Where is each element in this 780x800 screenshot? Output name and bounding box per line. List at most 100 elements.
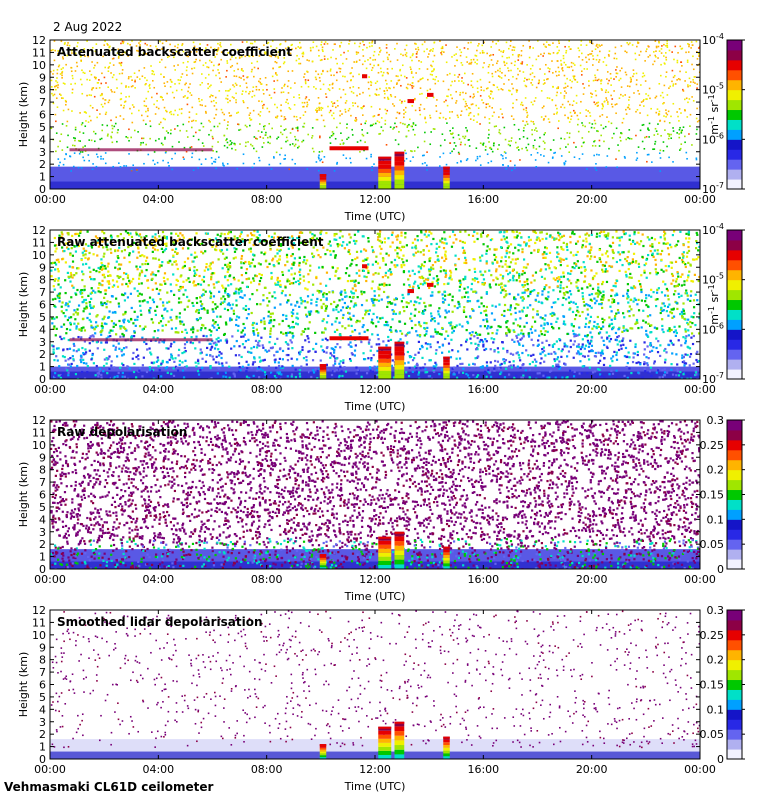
x-axis-label: Time (UTC) <box>344 590 406 603</box>
x-tick-label: 00:00 <box>684 383 716 396</box>
y-tick-label: 1 <box>39 741 46 754</box>
x-tick-label: 08:00 <box>251 763 283 776</box>
colorbar-segment <box>727 529 742 540</box>
colorbar-tick-label: 0.1 <box>707 513 725 526</box>
colorbar-segment <box>727 239 742 251</box>
colorbar-segment <box>727 539 742 550</box>
colorbar-segment <box>727 289 742 301</box>
y-tick-label: 8 <box>39 84 46 97</box>
x-tick-label: 00:00 <box>684 763 716 776</box>
x-tick-label: 20:00 <box>576 193 608 206</box>
colorbar-segment <box>727 119 742 130</box>
colorbar-segment <box>727 429 742 441</box>
y-tick-label: 6 <box>39 109 46 122</box>
colorbar-segment <box>727 679 742 690</box>
y-tick-label: 1 <box>39 361 46 374</box>
x-tick-label: 16:00 <box>467 193 499 206</box>
x-tick-label: 04:00 <box>142 573 174 586</box>
colorbar-segment <box>727 309 742 320</box>
colorbar-segment <box>727 129 742 140</box>
y-tick-label: 6 <box>39 489 46 502</box>
colorbar-segment <box>727 649 742 661</box>
colorbar-segment <box>727 749 742 760</box>
y-tick-label: 0 <box>39 753 46 766</box>
date-label: 2 Aug 2022 <box>53 20 123 34</box>
colorbar-segment <box>727 49 742 61</box>
y-tick-label: 5 <box>39 501 46 514</box>
colorbar-segment <box>727 259 742 271</box>
colorbar-tick-label: 0.25 <box>700 439 725 452</box>
colorbar-segment <box>727 369 742 380</box>
colorbar-tick-label: 0.15 <box>700 679 725 692</box>
colorbar-tick-label: 0.25 <box>700 629 725 642</box>
y-tick-label: 12 <box>32 224 46 237</box>
colorbar-segment <box>727 299 742 310</box>
colorbar-segment <box>727 179 742 190</box>
x-tick-label: 04:00 <box>142 193 174 206</box>
y-axis-label: Height (km) <box>17 462 30 528</box>
colorbar-segment <box>727 169 742 180</box>
x-tick-label: 00:00 <box>34 763 66 776</box>
x-tick-label: 04:00 <box>142 383 174 396</box>
y-tick-label: 3 <box>39 146 46 159</box>
x-axis-label: Time (UTC) <box>344 210 406 223</box>
x-tick-label: 12:00 <box>359 193 391 206</box>
y-axis-label: Height (km) <box>17 82 30 148</box>
y-tick-label: 1 <box>39 171 46 184</box>
y-tick-label: 2 <box>39 158 46 171</box>
colorbar-segment <box>727 549 742 560</box>
colorbar-segment <box>727 669 742 681</box>
y-tick-label: 11 <box>32 46 46 59</box>
x-tick-label: 20:00 <box>576 573 608 586</box>
x-tick-label: 00:00 <box>34 383 66 396</box>
site-label: Vehmasmaki CL61D ceilometer <box>4 780 214 794</box>
colorbar-segment <box>727 719 742 730</box>
y-tick-label: 3 <box>39 336 46 349</box>
x-tick-label: 16:00 <box>467 573 499 586</box>
colorbar-segment <box>727 699 742 710</box>
x-tick-label: 20:00 <box>576 383 608 396</box>
colorbar-segment <box>727 329 742 340</box>
colorbar-tick-label: 10-7 <box>702 371 724 386</box>
y-tick-label: 8 <box>39 464 46 477</box>
y-tick-label: 7 <box>39 666 46 679</box>
y-tick-label: 2 <box>39 538 46 551</box>
colorbar-segment <box>727 339 742 350</box>
colorbar-segment <box>727 99 742 111</box>
colorbar-segment <box>727 459 742 471</box>
colorbar-segment <box>727 89 742 101</box>
panel-title: Smoothed lidar depolarisation <box>57 615 263 629</box>
y-tick-label: 10 <box>32 59 46 72</box>
colorbar: 10-7 10-6 10-5 10-4 m-1 sr-1 <box>702 222 745 386</box>
colorbar-tick-label: 10-4 <box>702 32 724 47</box>
colorbar-tick-label: 0.3 <box>707 604 725 617</box>
colorbar-segment <box>727 469 742 481</box>
colorbar-tick-label: 0.2 <box>707 654 725 667</box>
colorbar-segment <box>727 359 742 370</box>
colorbar-segment <box>727 689 742 700</box>
x-tick-label: 16:00 <box>467 383 499 396</box>
y-tick-label: 11 <box>32 426 46 439</box>
colorbar-segment <box>727 149 742 160</box>
y-tick-label: 1 <box>39 551 46 564</box>
colorbar-unit-label: m-1 sr-1 <box>707 94 721 134</box>
y-tick-label: 9 <box>39 451 46 464</box>
y-axis-label: Height (km) <box>17 652 30 718</box>
colorbar-segment <box>727 420 742 431</box>
colorbar-segment <box>727 610 742 621</box>
colorbar-tick-label: 10-6 <box>702 321 724 336</box>
y-tick-label: 9 <box>39 71 46 84</box>
colorbar-segment <box>727 349 742 360</box>
colorbar-segment <box>727 619 742 631</box>
heatmap-area <box>50 610 700 759</box>
y-tick-label: 4 <box>39 513 46 526</box>
y-tick-label: 8 <box>39 654 46 667</box>
y-tick-label: 5 <box>39 311 46 324</box>
colorbar: 10-7 10-6 10-5 10-4 m-1 sr-1 <box>702 32 745 196</box>
colorbar-tick-label: 10-4 <box>702 222 724 237</box>
x-tick-label: 00:00 <box>34 193 66 206</box>
colorbar-tick-label: 10-7 <box>702 181 724 196</box>
y-tick-label: 4 <box>39 323 46 336</box>
